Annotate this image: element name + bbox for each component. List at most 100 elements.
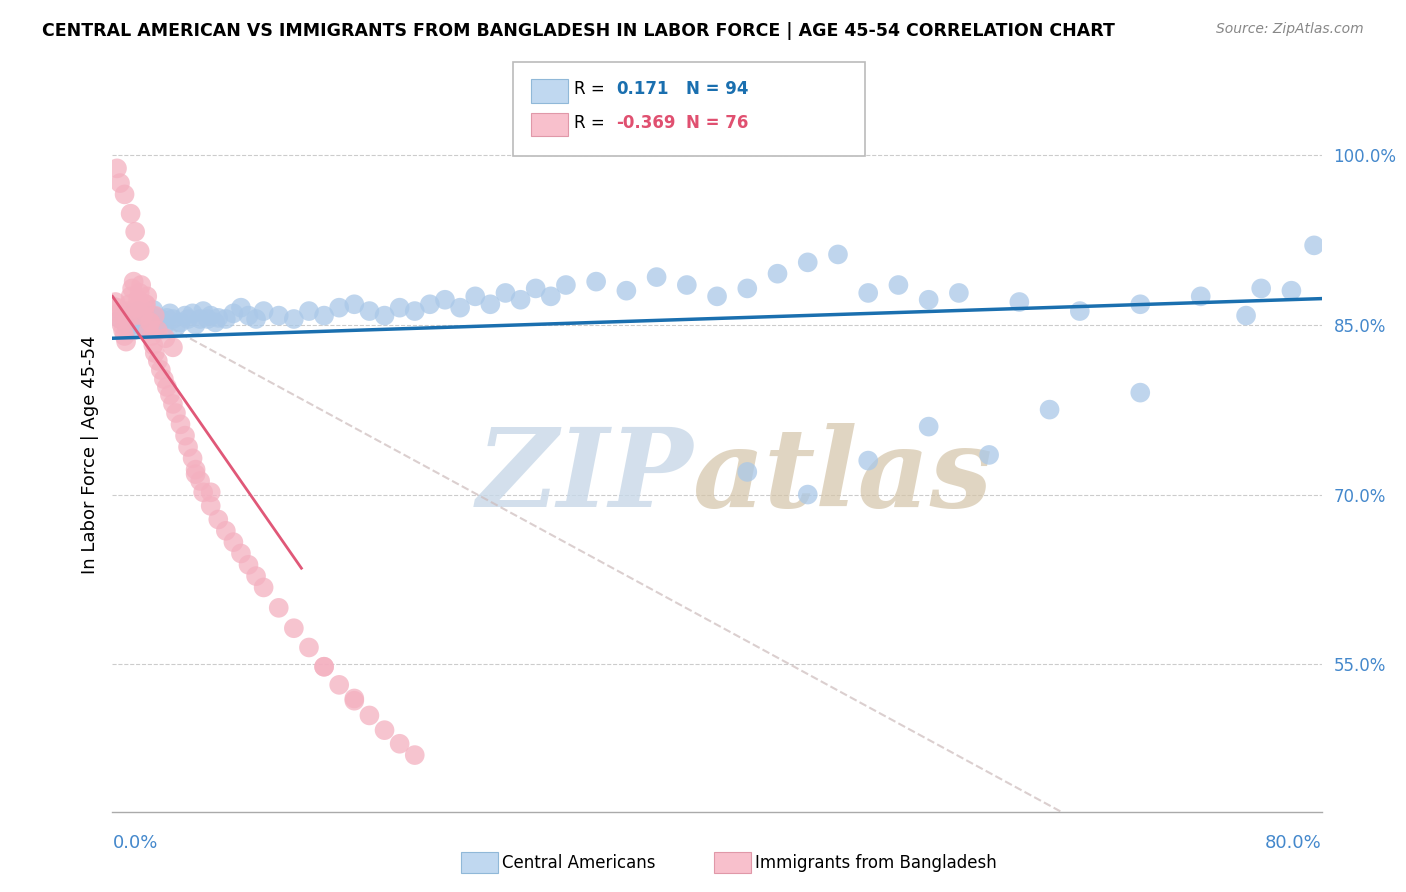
Point xyxy=(207,310,229,325)
Point xyxy=(314,309,336,323)
Point xyxy=(827,247,849,261)
Text: 0.171: 0.171 xyxy=(616,80,668,98)
Point xyxy=(120,312,142,326)
Point xyxy=(856,453,880,467)
Point xyxy=(136,289,159,303)
Text: Immigrants from Bangladesh: Immigrants from Bangladesh xyxy=(755,854,997,871)
Point xyxy=(222,535,245,549)
Point xyxy=(118,297,141,311)
Point xyxy=(328,301,350,315)
Point xyxy=(122,323,145,337)
Point xyxy=(159,388,181,402)
Point xyxy=(856,285,880,300)
Point xyxy=(114,187,136,202)
Point xyxy=(155,331,177,345)
Point xyxy=(948,285,970,300)
Point xyxy=(125,309,148,323)
Point xyxy=(112,323,135,337)
Point xyxy=(139,315,162,329)
Point xyxy=(1303,238,1326,252)
Point xyxy=(162,397,184,411)
Point xyxy=(153,320,176,334)
Point xyxy=(115,318,138,332)
Point xyxy=(238,558,260,572)
Point xyxy=(188,312,211,326)
Point xyxy=(283,312,305,326)
Point xyxy=(125,301,148,315)
Point xyxy=(124,309,146,323)
Point xyxy=(143,309,166,323)
Point xyxy=(191,304,214,318)
Point xyxy=(188,474,211,488)
Point xyxy=(343,297,366,311)
Point xyxy=(108,312,131,326)
Point xyxy=(128,318,150,332)
Point xyxy=(121,306,143,320)
Point xyxy=(207,512,229,526)
Point xyxy=(245,312,267,326)
Point xyxy=(117,312,139,326)
Point xyxy=(105,161,128,176)
Point xyxy=(200,485,222,500)
Point xyxy=(1129,297,1152,311)
Point xyxy=(616,284,638,298)
Point xyxy=(136,312,159,326)
Point xyxy=(138,323,160,337)
Point xyxy=(141,329,163,343)
Point xyxy=(343,694,366,708)
Point xyxy=(191,485,214,500)
Text: ZIP: ZIP xyxy=(477,423,693,530)
Point xyxy=(343,691,366,706)
Point xyxy=(977,448,1000,462)
Point xyxy=(645,270,668,285)
Point xyxy=(314,659,336,673)
Point xyxy=(433,293,456,307)
Point xyxy=(112,309,135,323)
Point xyxy=(142,338,165,352)
Point xyxy=(146,318,169,332)
Point xyxy=(253,581,276,595)
Point xyxy=(129,278,152,293)
Point xyxy=(200,499,222,513)
Point xyxy=(267,600,290,615)
Point xyxy=(117,304,139,318)
Point xyxy=(138,320,160,334)
Point xyxy=(585,275,607,289)
Point xyxy=(124,315,146,329)
Point xyxy=(796,255,818,269)
Point xyxy=(141,309,163,323)
Point xyxy=(388,301,411,315)
Point xyxy=(918,293,941,307)
Point xyxy=(229,301,252,315)
Point xyxy=(174,428,197,442)
Point xyxy=(142,302,165,317)
Text: 0.0%: 0.0% xyxy=(112,834,157,852)
Point xyxy=(204,315,226,329)
Point xyxy=(169,417,191,432)
Point xyxy=(419,297,441,311)
Point xyxy=(222,306,245,320)
Point xyxy=(149,363,172,377)
Point xyxy=(134,304,156,318)
Point xyxy=(479,297,502,311)
Point xyxy=(374,723,396,738)
Point xyxy=(118,320,141,334)
Point xyxy=(122,275,145,289)
Point xyxy=(404,748,426,763)
Text: Source: ZipAtlas.com: Source: ZipAtlas.com xyxy=(1216,22,1364,37)
Point xyxy=(149,312,172,326)
Point xyxy=(162,312,184,326)
Point xyxy=(134,314,156,328)
Text: N = 76: N = 76 xyxy=(686,114,748,132)
Point xyxy=(184,463,207,477)
Point xyxy=(124,225,146,239)
Point xyxy=(156,380,179,394)
Point xyxy=(156,310,179,325)
Point xyxy=(1279,284,1302,298)
Point xyxy=(449,301,471,315)
Point xyxy=(135,306,157,320)
Point xyxy=(1189,289,1212,303)
Point xyxy=(108,312,131,326)
Text: CENTRAL AMERICAN VS IMMIGRANTS FROM BANGLADESH IN LABOR FORCE | AGE 45-54 CORREL: CENTRAL AMERICAN VS IMMIGRANTS FROM BANG… xyxy=(42,22,1115,40)
Point xyxy=(114,329,136,343)
